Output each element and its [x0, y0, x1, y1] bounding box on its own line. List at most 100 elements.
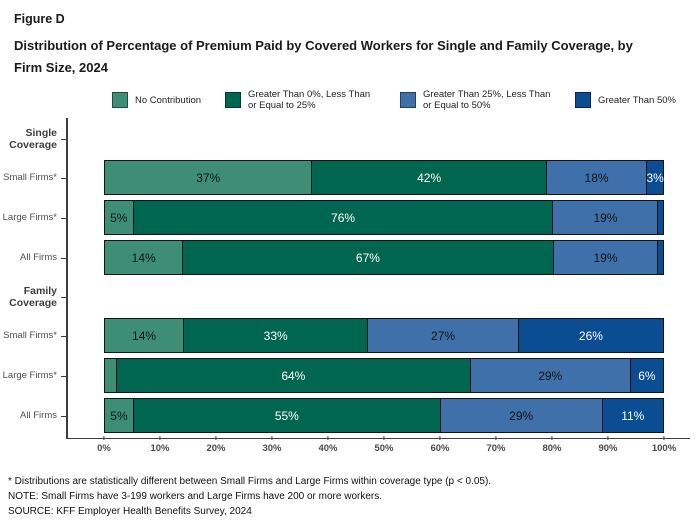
x-axis-tick [383, 435, 385, 440]
chart-legend: No Contribution Greater Than 0%, Less Tha… [112, 89, 698, 112]
bar-row: All Firms 14% 67% 19% [0, 238, 698, 278]
bar-segment: 6% [629, 359, 663, 393]
legend-swatch-icon [575, 92, 592, 109]
bar-track: 5% 55% 29% 11% [104, 396, 664, 436]
bar-segment: 3% [646, 161, 664, 195]
x-axis-tick-label: 50% [374, 442, 394, 454]
x-axis-tick [607, 435, 609, 440]
category-label: Small Firms* [0, 158, 66, 198]
group-spacer [104, 278, 664, 316]
bar-row: Small Firms* 14% 33% 27% 26% [0, 316, 698, 356]
x-axis-tick [327, 435, 329, 440]
legend-item: Greater Than 50% [575, 92, 676, 109]
x-axis-line [66, 437, 690, 440]
bar-track: 64% 29% 6% [104, 356, 664, 396]
legend-label: Greater Than 25%, Less Than or Equal to … [423, 89, 551, 112]
group-row: Family Coverage [0, 278, 698, 316]
x-axis-tick-label: 70% [486, 442, 506, 454]
legend-item: No Contribution [112, 92, 202, 109]
stacked-bar: 64% 29% 6% [104, 358, 664, 394]
x-axis-tick [103, 435, 105, 440]
x-axis-tick [271, 435, 273, 440]
bar-row: Large Firms* 5% 76% 19% [0, 198, 698, 238]
stacked-bar: 14% 33% 27% 26% [104, 318, 664, 354]
bar-segment: 26% [517, 319, 663, 353]
bar-segment: 27% [367, 319, 518, 353]
figure-label: Figure D [14, 12, 65, 26]
legend-swatch-icon [225, 92, 242, 109]
x-axis-tick-label: 40% [318, 442, 338, 454]
bar-segment: 55% [132, 399, 440, 433]
footnote-significance: * Distributions are statistically differ… [8, 475, 492, 487]
chart-title: Distribution of Percentage of Premium Pa… [14, 38, 633, 75]
category-label: Large Firms* [0, 356, 66, 396]
bar-segment: 11% [601, 399, 663, 433]
legend-item: Greater Than 0%, Less Than or Equal to 2… [225, 89, 376, 112]
stacked-bar: 14% 67% 19% [104, 240, 664, 276]
bar-row: Small Firms* 37% 42% 18% 3% [0, 158, 698, 198]
x-axis-tick [663, 435, 665, 440]
stacked-bar: 37% 42% 18% 3% [104, 160, 664, 196]
x-axis-tick-label: 0% [97, 442, 111, 454]
group-label: Family Coverage [0, 278, 66, 316]
bar-segment: 64% [116, 359, 470, 393]
bar-segment [657, 241, 663, 275]
x-axis: 0% 10% 20% 30% 40% 50% 60% 70% 80% 90% 100% [97, 435, 676, 460]
x-axis-tick-label: 20% [206, 442, 226, 454]
bar-track: 14% 67% 19% [104, 238, 664, 278]
stacked-bar-chart: Single Coverage Small Firms* 37% 42% 18% 3% La… [0, 117, 698, 460]
x-axis-tick [215, 435, 217, 440]
x-axis-tick-label: 90% [598, 442, 618, 454]
x-axis-tick-label: 80% [542, 442, 562, 454]
footnotes: * Distributions are statistically differ… [8, 474, 698, 519]
bar-segment: 14% [105, 319, 184, 353]
category-label: All Firms [0, 396, 66, 436]
legend-label: Greater Than 0%, Less Than or Equal to 2… [248, 89, 371, 112]
bar-segment: 37% [105, 161, 312, 195]
bar-segment: 33% [183, 319, 368, 353]
x-axis-tick [439, 435, 441, 440]
legend-label: No Contribution [135, 94, 202, 106]
bar-segment: 29% [469, 359, 630, 393]
x-axis-tick-label: 30% [262, 442, 282, 454]
legend-item: Greater Than 25%, Less Than or Equal to … [400, 89, 551, 112]
category-label: All Firms [0, 238, 66, 278]
bar-segment [657, 201, 663, 235]
bar-segment: 19% [552, 201, 658, 235]
x-axis-tick-label: 10% [150, 442, 170, 454]
footnote-source: SOURCE: KFF Employer Health Benefits Sur… [8, 505, 252, 517]
chart-rows: Single Coverage Small Firms* 37% 42% 18% 3% La… [0, 118, 698, 436]
header: Figure D Distribution of Percentage of P… [0, 0, 698, 79]
bar-segment: 14% [105, 241, 183, 275]
group-row: Single Coverage [0, 120, 698, 158]
legend-swatch-icon [400, 92, 417, 109]
stacked-bar: 5% 76% 19% [104, 200, 664, 236]
bar-segment: 5% [105, 201, 133, 235]
stacked-bar: 5% 55% 29% 11% [104, 398, 664, 434]
legend-swatch-icon [112, 92, 128, 109]
bar-segment: 67% [182, 241, 553, 275]
x-axis-tick [159, 435, 161, 440]
x-axis-tick-label: 100% [651, 442, 677, 454]
category-label: Large Firms* [0, 198, 66, 238]
bar-segment [105, 359, 117, 393]
bar-row: All Firms 5% 55% 29% 11% [0, 396, 698, 436]
bar-segment: 76% [132, 201, 553, 235]
legend-label: Greater Than 50% [598, 94, 676, 106]
bar-segment: 19% [552, 241, 658, 275]
bar-row: Large Firms* 64% 29% 6% [0, 356, 698, 396]
bar-segment: 29% [439, 399, 602, 433]
y-axis-line [66, 117, 68, 439]
bar-segment: 42% [311, 161, 546, 195]
bar-segment: 18% [545, 161, 647, 195]
bar-track: 37% 42% 18% 3% [104, 158, 664, 198]
bar-track: 5% 76% 19% [104, 198, 664, 238]
group-spacer [104, 120, 664, 158]
x-axis-tick [495, 435, 497, 440]
footnote-note: NOTE: Small Firms have 3-199 workers and… [8, 490, 383, 502]
bar-segment: 5% [105, 399, 133, 433]
x-axis-tick-label: 60% [430, 442, 450, 454]
x-axis-tick [551, 435, 553, 440]
group-label: Single Coverage [0, 120, 66, 158]
category-label: Small Firms* [0, 316, 66, 356]
